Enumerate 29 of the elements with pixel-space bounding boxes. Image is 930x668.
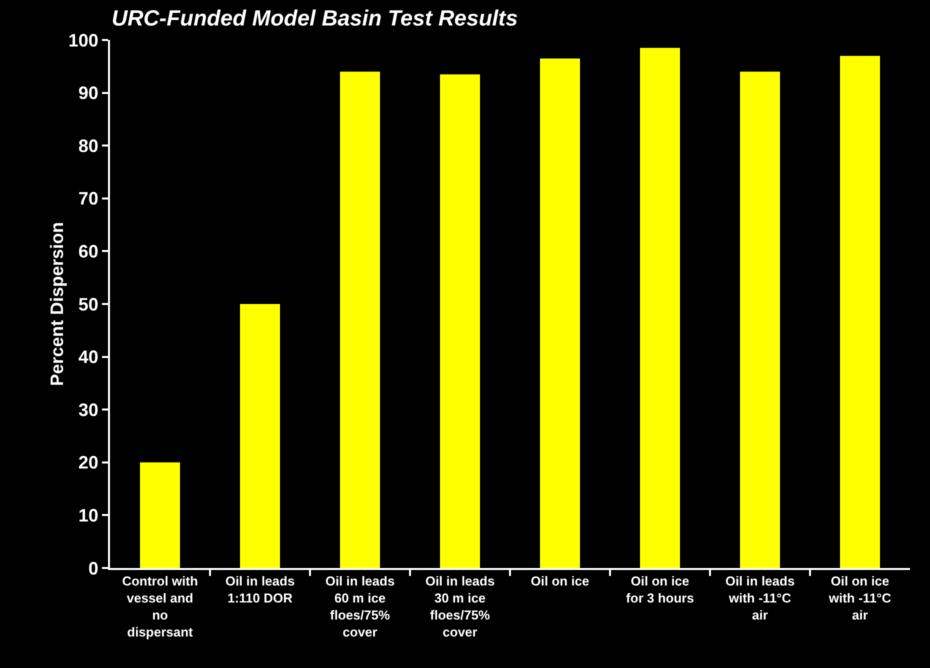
bar [640, 48, 680, 568]
bar [140, 462, 180, 568]
y-tick-label: 20 [78, 452, 98, 473]
x-tick-label: Oil in leads 60 m ice floes/75% cover [325, 574, 395, 640]
bar [740, 72, 780, 568]
y-axis-title: Percent Dispersion [47, 222, 67, 386]
x-tick-label: Oil on ice with -11°C air [828, 574, 892, 622]
x-tick-label: Oil in leads 1:110 DOR [225, 574, 295, 606]
x-tick-label: Oil in leads 30 m ice floes/75% cover [425, 574, 495, 640]
y-tick-label: 40 [78, 347, 98, 368]
chart-title: URC-Funded Model Basin Test Results [112, 5, 518, 30]
y-tick-label: 70 [78, 188, 98, 209]
y-tick-label: 100 [68, 30, 98, 50]
y-tick-label: 30 [78, 400, 98, 420]
x-tick-label: Control with vessel and no dispersant [122, 574, 198, 640]
bar [340, 72, 380, 568]
y-tick-label: 90 [78, 83, 98, 104]
x-tick-label: Oil on ice [530, 574, 590, 589]
y-tick-label: 10 [78, 506, 98, 526]
y-tick-label: 50 [78, 294, 98, 314]
y-tick-label: 80 [78, 136, 98, 156]
bar [440, 74, 480, 568]
bar [240, 304, 280, 568]
y-tick-label: 60 [78, 242, 98, 262]
bar [840, 56, 880, 568]
x-tick-label: Oil on ice for 3 hours [626, 574, 694, 606]
x-tick-label: Oil in leads with -11°C air [725, 574, 795, 622]
bar [540, 58, 580, 568]
y-tick-label: 0 [88, 558, 98, 578]
